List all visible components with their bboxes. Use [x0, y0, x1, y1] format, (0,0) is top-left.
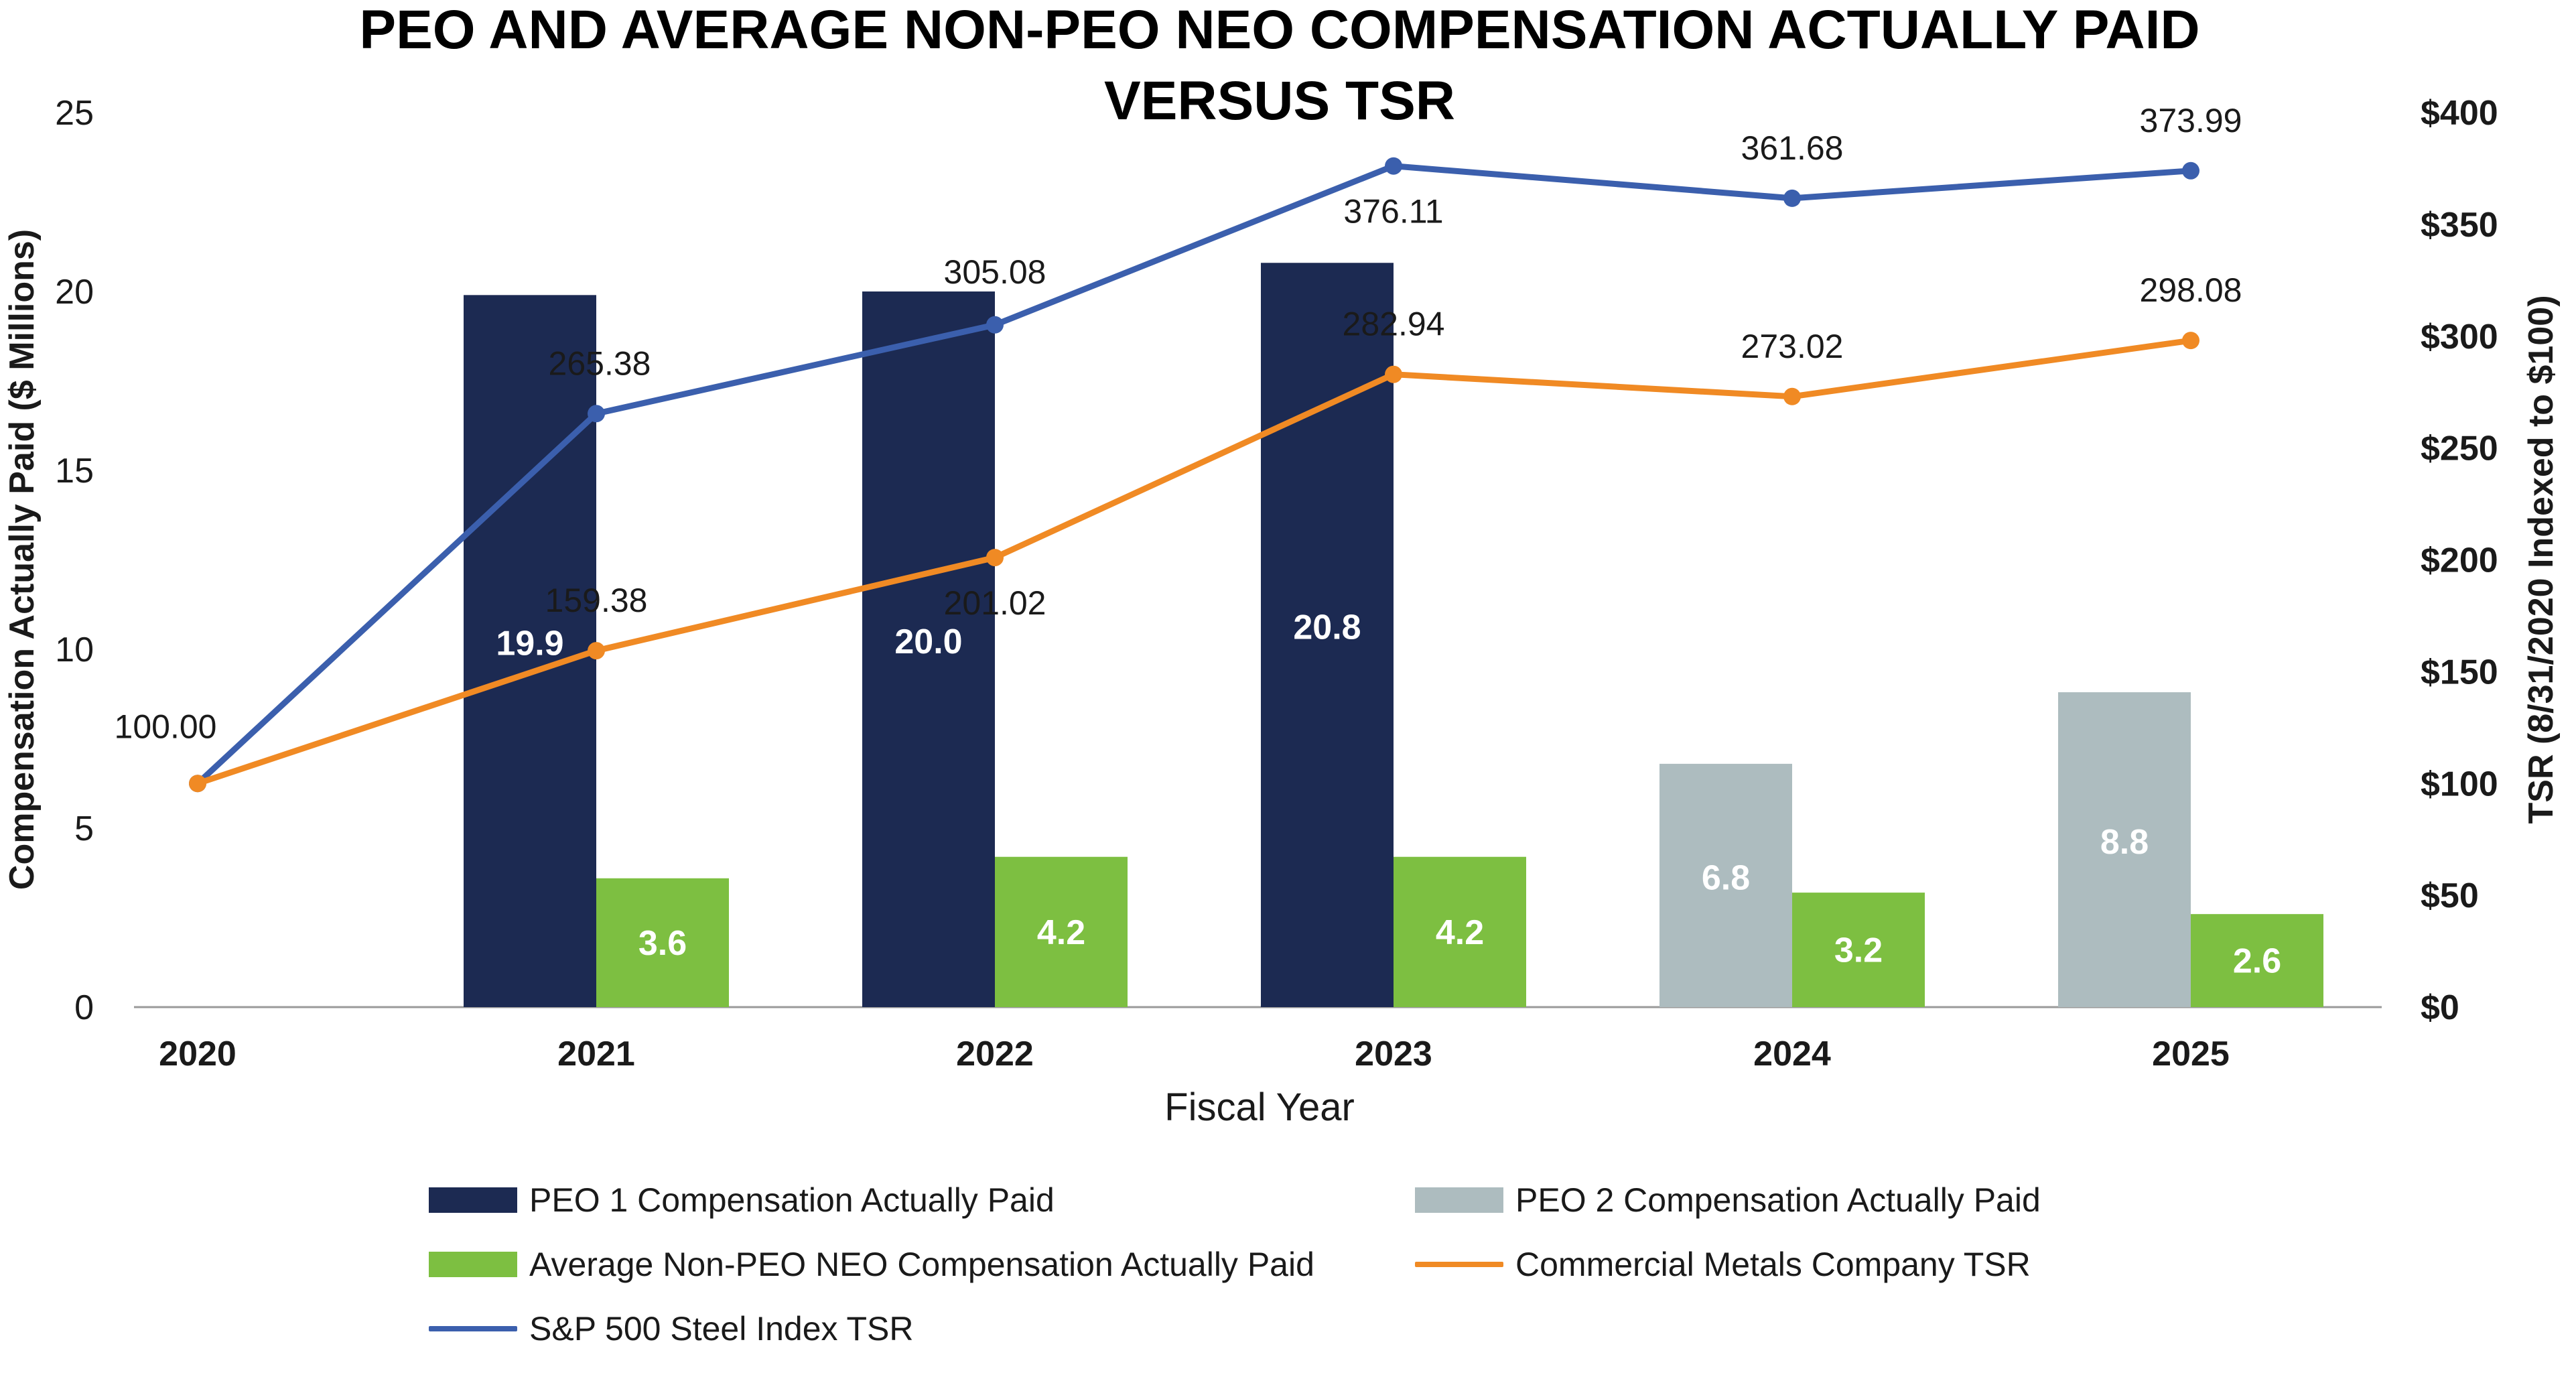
point-sp-steel-tsr-2022: [986, 316, 1004, 334]
line-sp-steel-tsr: [194, 163, 2194, 787]
bar-label-peo2-2025: 8.8: [2100, 823, 2149, 862]
y-tick-label: 25: [55, 94, 94, 133]
bar-neo-2025: [2191, 914, 2323, 1007]
y2-axis-title: TSR (8/31/2020 Indexed to $100): [2522, 295, 2561, 824]
legend-label-cmc: Commercial Metals Company TSR: [1515, 1246, 2031, 1283]
legend-swatch-neo: [429, 1252, 517, 1277]
y2-tick-label: $0: [2421, 988, 2459, 1027]
bar-peo1-2021: [464, 295, 596, 1008]
chart-title: PEO AND AVERAGE NON-PEO NEO COMPENSATION…: [359, 0, 2199, 131]
y2-tick-label: $250: [2421, 430, 2498, 468]
point-cmc-tsr-2025: [2182, 332, 2199, 350]
legend-label-peo1: PEO 1 Compensation Actually Paid: [529, 1181, 1055, 1219]
y-tick-label: 20: [55, 273, 94, 312]
line-label-sp-steel-tsr-2020: 100.00: [115, 708, 217, 745]
legend-item-sp: S&P 500 Steel Index TSR: [429, 1309, 914, 1348]
y2-tick-label: $50: [2421, 876, 2479, 915]
bar-data-labels: 19.9 3.6 20.0 4.2 20.8 4.2 6.8 3.2 8.8 2.6: [496, 608, 2281, 981]
chart-title-line-2: VERSUS TSR: [1104, 70, 1455, 131]
legend-item-neo: Average Non-PEO NEO Compensation Actuall…: [429, 1245, 1314, 1284]
point-sp-steel-tsr-2024: [1783, 189, 1801, 207]
y2-tick-label: $300: [2421, 318, 2498, 356]
point-sp-steel-tsr-2023: [1385, 157, 1402, 175]
bar-label-neo-2021: 3.6: [638, 924, 687, 963]
bar-label-peo1-2022: 20.0: [894, 622, 962, 661]
y-tick-label: 10: [55, 631, 94, 669]
bar-neo-2023: [1394, 856, 1526, 1007]
y-tick-label: 0: [74, 988, 94, 1027]
point-sp-steel-tsr-2021: [588, 405, 605, 423]
y-tick-label: 5: [74, 809, 94, 848]
point-sp-steel-tsr-2025: [2182, 161, 2199, 180]
chart-legend: PEO 1 Compensation Actually Paid PEO 2 C…: [0, 1166, 2576, 1374]
legend-swatch-cmc: [1415, 1262, 1503, 1267]
legend-swatch-peo1: [429, 1187, 517, 1213]
legend-label-neo: Average Non-PEO NEO Compensation Actuall…: [529, 1246, 1314, 1283]
line-label-sp-steel-tsr-2022: 305.08: [944, 253, 1046, 291]
line-series-group: [189, 157, 2199, 793]
point-cmc-tsr-2020: [189, 775, 206, 793]
bar-label-peo2-2024: 6.8: [1702, 858, 1750, 897]
x-tick-label: 2020: [159, 1035, 236, 1073]
bar-label-neo-2023: 4.2: [1436, 913, 1484, 952]
bar-series-group: [464, 263, 2323, 1008]
legend-label-peo2: PEO 2 Compensation Actually Paid: [1515, 1181, 2041, 1219]
bar-peo2-2024: [1659, 763, 1792, 1007]
bar-peo2-2025: [2058, 692, 2191, 1007]
point-cmc-tsr-2024: [1783, 387, 1801, 405]
bar-neo-2021: [596, 878, 729, 1007]
line-label-sp-steel-tsr-2021: 265.38: [549, 344, 651, 382]
x-tick-label: 2021: [557, 1035, 635, 1073]
y2-tick-label: $350: [2421, 206, 2498, 245]
y2-tick-label: $200: [2421, 541, 2498, 580]
x-axis-title: Fiscal Year: [1164, 1086, 1355, 1129]
x-tick-label: 2025: [2152, 1035, 2230, 1073]
line-label-cmc-tsr-2021: 159.38: [545, 582, 648, 619]
bar-peo1-2022: [862, 291, 995, 1007]
y-tick-label: 15: [55, 452, 94, 490]
x-tick-label: 2022: [956, 1035, 1034, 1073]
point-cmc-tsr-2021: [588, 642, 605, 660]
bar-label-neo-2022: 4.2: [1037, 913, 1085, 952]
y2-tick-label: $100: [2421, 765, 2498, 803]
line-cmc-tsr: [194, 337, 2194, 787]
legend-swatch-sp: [429, 1326, 517, 1331]
x-tick-label: 2023: [1355, 1035, 1432, 1073]
bar-label-peo1-2021: 19.9: [496, 625, 563, 663]
line-label-sp-steel-tsr-2025: 373.99: [2140, 102, 2242, 139]
bar-neo-2024: [1792, 893, 1925, 1007]
bar-label-neo-2024: 3.2: [1834, 931, 1883, 970]
y2-tick-label: $400: [2421, 94, 2498, 133]
y2-tick-label: $150: [2421, 653, 2498, 692]
bar-label-neo-2025: 2.6: [2233, 942, 2281, 981]
line-data-labels: 100.00 265.38 305.08 376.11 361.68 373.99 159.…: [115, 102, 2242, 745]
point-cmc-tsr-2022: [986, 549, 1004, 567]
y-axis-title: Compensation Actually Paid ($ Millions): [3, 229, 42, 890]
x-tick-label: 2024: [1753, 1035, 1831, 1073]
point-cmc-tsr-2023: [1385, 365, 1402, 383]
legend-item-peo1: PEO 1 Compensation Actually Paid: [429, 1181, 1055, 1220]
line-label-cmc-tsr-2023: 282.94: [1343, 306, 1445, 343]
bar-label-peo1-2023: 20.8: [1293, 608, 1361, 647]
line-label-sp-steel-tsr-2024: 361.68: [1741, 129, 1844, 167]
legend-label-sp: S&P 500 Steel Index TSR: [529, 1310, 914, 1348]
bar-neo-2022: [995, 856, 1128, 1007]
chart-axes: 0510152025$0$50$100$150$200$250$300$350$…: [3, 94, 2561, 1129]
line-label-sp-steel-tsr-2023: 376.11: [1343, 193, 1443, 231]
chart-title-line-1: PEO AND AVERAGE NON-PEO NEO COMPENSATION…: [359, 0, 2199, 60]
line-label-cmc-tsr-2022: 201.02: [944, 584, 1046, 622]
legend-swatch-peo2: [1415, 1187, 1503, 1213]
legend-item-cmc: Commercial Metals Company TSR: [1415, 1245, 2031, 1284]
line-label-cmc-tsr-2024: 273.02: [1741, 328, 1844, 365]
line-label-cmc-tsr-2025: 298.08: [2140, 271, 2242, 309]
legend-item-peo2: PEO 2 Compensation Actually Paid: [1415, 1181, 2041, 1220]
